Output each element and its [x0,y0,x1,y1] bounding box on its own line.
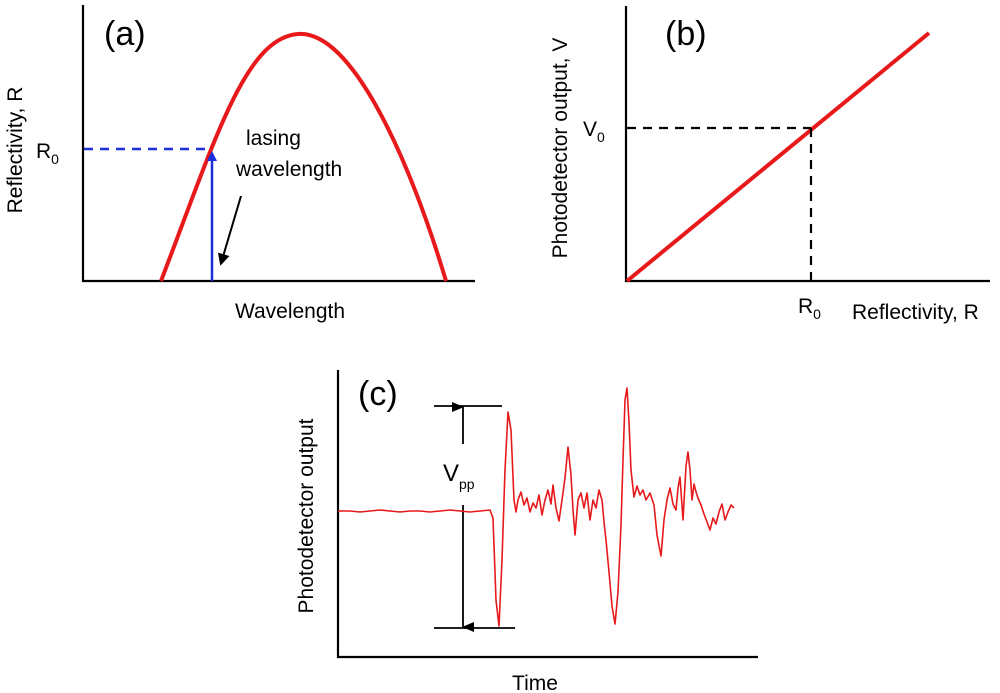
panel-c-signal-trace [338,387,735,627]
panel-b: (b) Photodetector output, V Reflectivity… [549,6,990,324]
panel-a-label: (a) [104,15,146,53]
panel-a-reflectivity-curve [159,31,448,282]
panel-b-response-line [625,31,931,283]
panel-b-r0-label: R0 [798,295,821,322]
panel-b-v0-label: V0 [583,118,605,145]
panel-a: (a) Reflectivity, R Wavelength R0 lasing… [4,5,475,323]
panel-c-label: (c) [358,375,398,413]
panel-a-annotation-lasing: lasing [246,127,301,150]
panel-b-x-axis-title: Reflectivity, R [852,301,979,324]
panel-a-annotation-wavelength: wavelength [235,158,342,181]
panel-a-y-axis-title: Reflectivity, R [4,87,27,214]
panel-c-y-axis-title: Photodetector output [295,418,318,613]
panel-c-vpp-label: Vpp [443,460,475,492]
panel-c-x-axis-title: Time [512,672,558,693]
panel-b-y-axis-title: Photodetector output, V [549,38,572,259]
panel-a-r0-label: R0 [36,140,59,167]
panel-c: (c) Photodetector output Time Vpp [295,370,758,693]
panel-b-label: (b) [665,15,707,53]
panel-a-annotation-arrow [217,195,242,266]
panel-a-x-axis-title: Wavelength [235,300,345,323]
